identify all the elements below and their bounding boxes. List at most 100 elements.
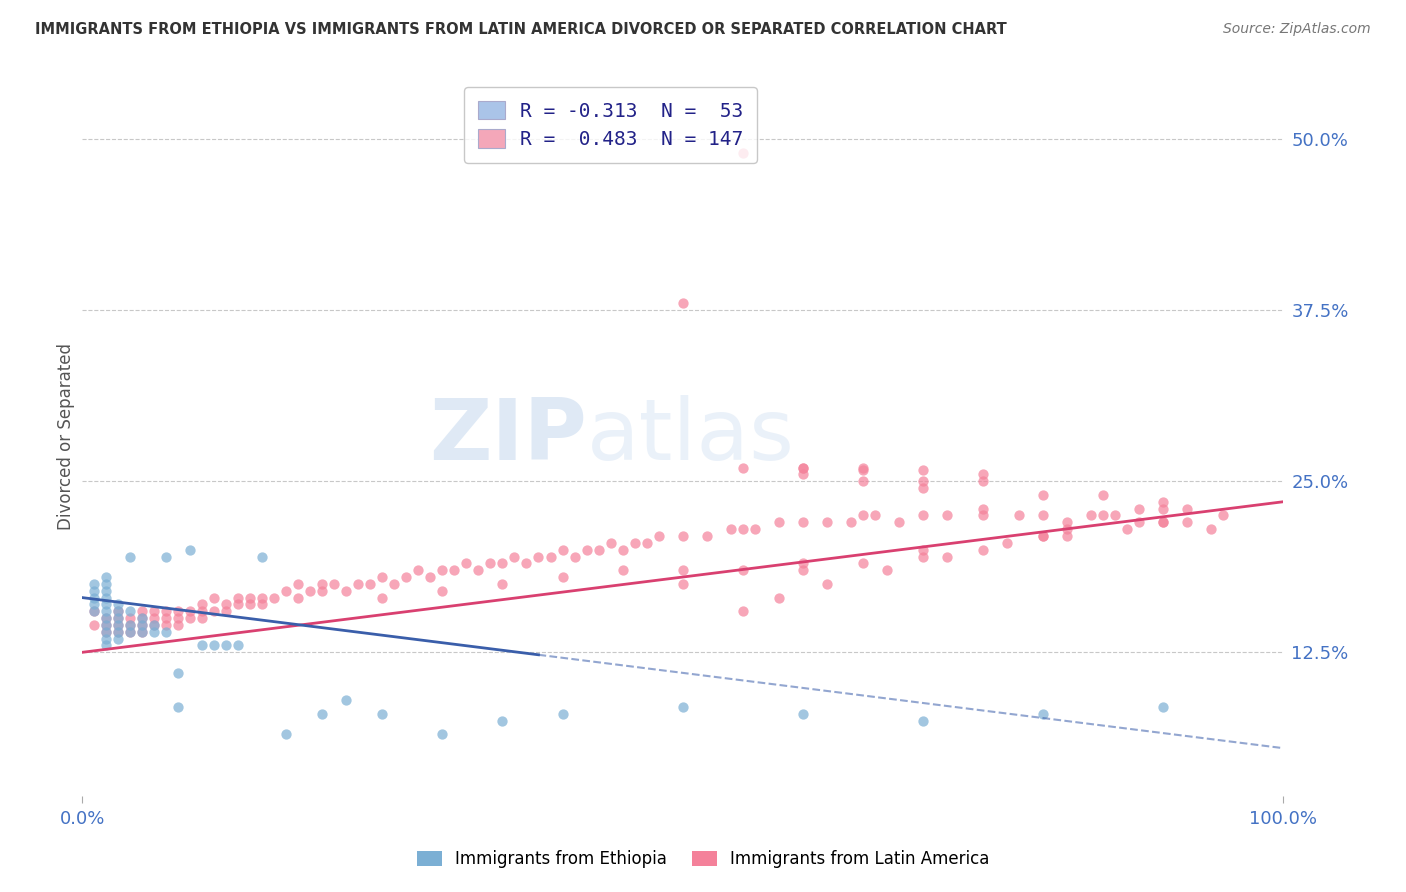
Point <box>120 618 142 632</box>
Point <box>995 536 1018 550</box>
Point <box>202 591 225 605</box>
Point <box>1175 516 1198 530</box>
Point <box>335 693 357 707</box>
Point <box>107 618 129 632</box>
Point <box>311 583 333 598</box>
Point <box>252 591 274 605</box>
Point <box>911 714 934 728</box>
Point <box>252 598 274 612</box>
Point <box>107 611 129 625</box>
Point <box>107 624 129 639</box>
Point <box>94 577 117 591</box>
Point <box>83 591 105 605</box>
Point <box>972 501 994 516</box>
Point <box>191 611 214 625</box>
Point <box>612 563 634 577</box>
Point <box>155 549 177 564</box>
Point <box>107 618 129 632</box>
Point <box>94 618 117 632</box>
Point <box>226 598 249 612</box>
Point <box>191 639 214 653</box>
Point <box>83 577 105 591</box>
Point <box>311 706 333 721</box>
Point <box>1128 501 1150 516</box>
Point <box>1175 501 1198 516</box>
Point <box>432 583 454 598</box>
Point <box>131 624 153 639</box>
Point <box>1008 508 1031 523</box>
Point <box>792 563 814 577</box>
Point <box>94 583 117 598</box>
Point <box>215 604 238 618</box>
Point <box>443 563 465 577</box>
Point <box>672 563 695 577</box>
Point <box>1212 508 1234 523</box>
Point <box>179 542 201 557</box>
Point <box>432 563 454 577</box>
Point <box>107 624 129 639</box>
Point <box>107 604 129 618</box>
Point <box>155 624 177 639</box>
Point <box>1091 488 1114 502</box>
Point <box>744 522 766 536</box>
Point <box>792 460 814 475</box>
Point <box>155 604 177 618</box>
Point <box>1152 495 1174 509</box>
Point <box>143 611 166 625</box>
Point <box>1104 508 1126 523</box>
Point <box>143 604 166 618</box>
Point <box>94 598 117 612</box>
Point <box>226 591 249 605</box>
Point <box>155 611 177 625</box>
Point <box>107 632 129 646</box>
Point <box>131 618 153 632</box>
Point <box>1032 529 1054 543</box>
Point <box>852 557 875 571</box>
Point <box>107 598 129 612</box>
Point <box>167 618 190 632</box>
Point <box>935 549 957 564</box>
Point <box>588 542 610 557</box>
Point <box>143 618 166 632</box>
Point <box>852 460 875 475</box>
Point <box>94 604 117 618</box>
Point <box>120 618 142 632</box>
Point <box>575 542 598 557</box>
Point <box>94 618 117 632</box>
Point <box>491 714 513 728</box>
Point <box>94 632 117 646</box>
Point <box>852 463 875 477</box>
Point <box>179 611 201 625</box>
Point <box>972 542 994 557</box>
Point <box>792 516 814 530</box>
Point <box>215 639 238 653</box>
Point <box>167 611 190 625</box>
Point <box>83 598 105 612</box>
Point <box>1152 501 1174 516</box>
Point <box>276 727 298 741</box>
Text: IMMIGRANTS FROM ETHIOPIA VS IMMIGRANTS FROM LATIN AMERICA DIVORCED OR SEPARATED : IMMIGRANTS FROM ETHIOPIA VS IMMIGRANTS F… <box>35 22 1007 37</box>
Point <box>479 557 502 571</box>
Point <box>419 570 441 584</box>
Point <box>467 563 489 577</box>
Point <box>202 639 225 653</box>
Point <box>215 598 238 612</box>
Point <box>276 583 298 598</box>
Point <box>347 577 370 591</box>
Point <box>1152 516 1174 530</box>
Point <box>1091 508 1114 523</box>
Point <box>252 549 274 564</box>
Point <box>287 591 309 605</box>
Point <box>1056 516 1078 530</box>
Point <box>371 706 394 721</box>
Point <box>83 583 105 598</box>
Point <box>395 570 418 584</box>
Point <box>371 570 394 584</box>
Point <box>636 536 658 550</box>
Point <box>672 577 695 591</box>
Point <box>1032 488 1054 502</box>
Point <box>491 557 513 571</box>
Point <box>120 624 142 639</box>
Point <box>167 665 190 680</box>
Point <box>551 706 574 721</box>
